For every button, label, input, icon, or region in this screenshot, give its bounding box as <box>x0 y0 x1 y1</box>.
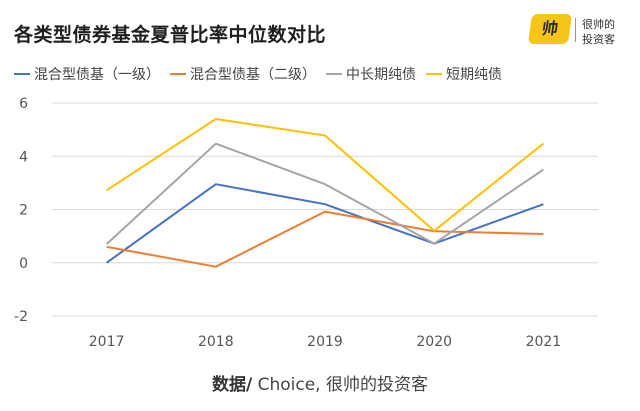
brand-name-line2: 投资客 <box>582 33 615 46</box>
source-note: 数据/ Choice, 很帅的投资客 <box>0 370 640 395</box>
legend-label: 短期纯债 <box>446 67 502 83</box>
source-text: Choice, 很帅的投资客 <box>252 375 428 395</box>
series-line-4 <box>106 118 545 232</box>
y-tick-label: 4 <box>19 149 28 165</box>
brand-name-line1: 很帅的 <box>582 18 615 31</box>
y-tick-label: 6 <box>19 96 28 112</box>
chart-title: 各类型债券基金夏普比率中位数对比 <box>14 24 327 46</box>
legend-label: 混合型债基（二级） <box>190 67 316 83</box>
series-line-1 <box>106 183 544 264</box>
legend-item-series-2: 混合型债基（二级） <box>170 64 316 84</box>
series-line-3 <box>105 142 544 245</box>
x-tick-label: 2019 <box>307 334 343 350</box>
chart-legend: 混合型债基（一级） 混合型债基（二级） 中长期纯债 短期纯债 <box>14 64 512 84</box>
brand: 帅 很帅的 投资客 <box>527 12 640 46</box>
legend-item-series-1: 混合型债基（一级） <box>14 64 160 84</box>
series-line-2 <box>106 210 544 268</box>
legend-item-series-4: 短期纯债 <box>426 64 502 84</box>
y-tick-label: -2 <box>14 309 28 325</box>
legend-swatch <box>170 73 186 75</box>
x-tick-label: 2020 <box>416 334 452 350</box>
brand-divider <box>575 18 576 42</box>
legend-label: 混合型债基（一级） <box>34 67 160 83</box>
x-tick-label: 2018 <box>198 334 234 350</box>
legend-swatch <box>426 73 442 75</box>
legend-swatch <box>326 73 342 75</box>
y-tick-label: 0 <box>19 256 28 272</box>
x-tick-label: 2017 <box>89 334 125 350</box>
legend-label: 中长期纯债 <box>346 67 416 83</box>
y-tick-label: 2 <box>19 203 28 219</box>
legend-item-series-3: 中长期纯债 <box>326 64 416 84</box>
x-tick-label: 2021 <box>526 334 562 350</box>
source-label: 数据/ <box>211 375 253 395</box>
legend-swatch <box>14 73 30 75</box>
